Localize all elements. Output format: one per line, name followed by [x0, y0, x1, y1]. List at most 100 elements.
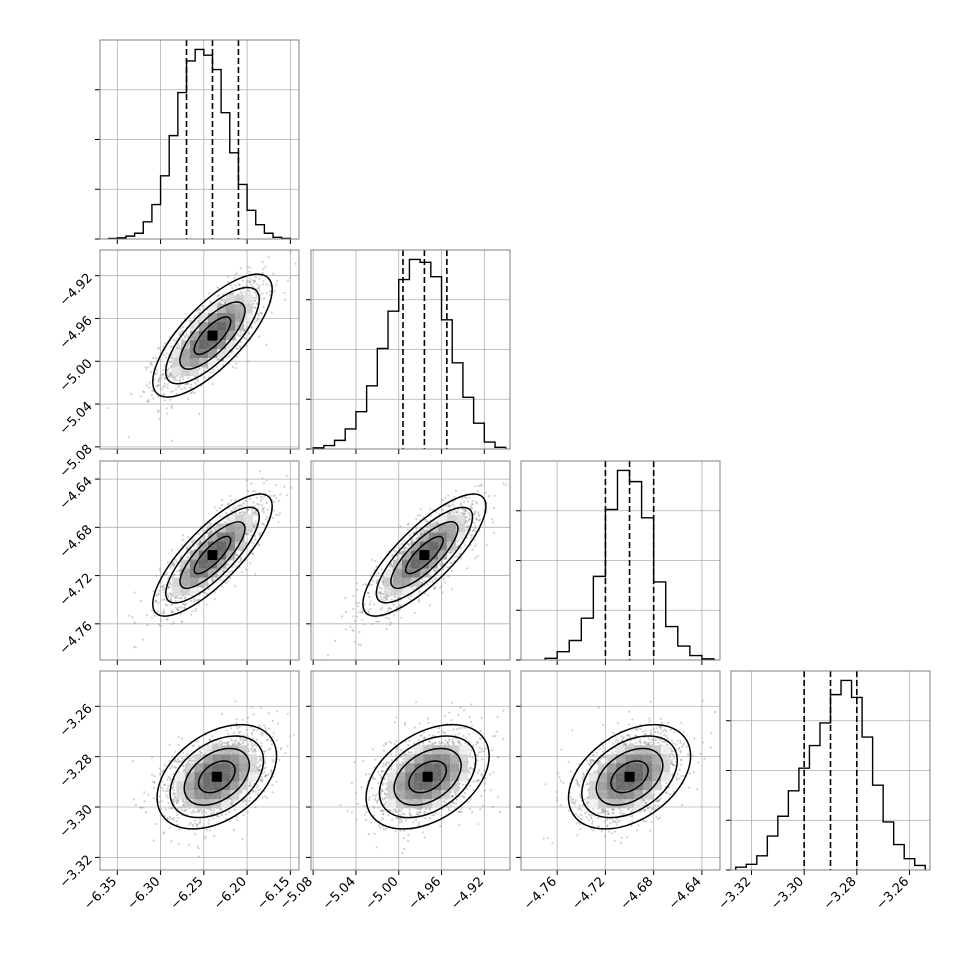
point-2-948 [511, 479, 513, 481]
point-0-254 [273, 290, 275, 292]
point-0-357 [173, 339, 175, 341]
point-0-460 [201, 305, 203, 307]
point-2-407 [418, 590, 420, 592]
point-1-1094 [254, 535, 256, 537]
point-0-1171 [160, 374, 162, 376]
point-1-945 [221, 586, 223, 588]
point-0-580 [217, 295, 219, 297]
point-1-218 [265, 518, 267, 520]
point-0-370 [246, 284, 248, 286]
point-2-1365 [380, 592, 382, 594]
point-1-1309 [223, 569, 225, 571]
point-1-864 [172, 562, 174, 564]
point-1-1046 [198, 533, 200, 535]
point-2-832 [367, 592, 369, 594]
point-0-87 [145, 366, 147, 368]
point-2-1498 [439, 563, 441, 565]
point-2-1424 [473, 529, 475, 531]
point-2-1285 [450, 551, 452, 553]
point-1-1375 [146, 624, 148, 626]
point-1-463 [151, 617, 153, 619]
point-1-204 [228, 503, 230, 505]
point-1-997 [256, 514, 258, 516]
point-0-116 [184, 387, 186, 389]
point-2-1090 [379, 587, 381, 589]
point-2-657 [327, 654, 329, 656]
point-2-200 [409, 534, 411, 536]
point-2-295 [349, 626, 351, 628]
point-1-1136 [183, 607, 185, 609]
point-0-772 [194, 392, 196, 394]
point-1-74 [263, 511, 265, 513]
point-1-1176 [219, 507, 221, 509]
point-0-1337 [205, 367, 207, 369]
point-0-1494 [248, 333, 250, 335]
point-1-1468 [175, 559, 177, 561]
point-2-975 [474, 511, 476, 513]
point-1-1082 [159, 569, 161, 571]
point-2-1296 [383, 596, 385, 598]
point-2-929 [374, 560, 376, 562]
point-1-433 [286, 475, 288, 477]
point-0-669 [246, 280, 248, 282]
point-1-529 [275, 484, 277, 486]
point-0-979 [130, 393, 132, 395]
density-0-4--4 [244, 295, 253, 304]
point-2-1417 [387, 610, 389, 612]
point-1-1255 [169, 583, 171, 585]
density-0-3--3 [235, 304, 244, 313]
point-0-689 [247, 360, 249, 362]
point-2-689 [505, 484, 507, 486]
point-2-1283 [444, 497, 446, 499]
point-0-1221 [262, 268, 264, 270]
point-1-419 [279, 493, 281, 495]
point-0-1353 [236, 334, 238, 336]
point-0-1153 [170, 391, 172, 393]
point-0-639 [287, 279, 289, 281]
point-1-819 [261, 509, 263, 511]
point-2-1150 [463, 501, 465, 503]
point-2-764 [377, 572, 379, 574]
point-2-1335 [433, 569, 435, 571]
point-0-1254 [164, 385, 166, 387]
point-2-308 [407, 597, 409, 599]
point-0-440 [250, 284, 252, 286]
point-1-792 [246, 480, 248, 482]
point-2-138 [357, 605, 359, 607]
point-1-784 [165, 604, 167, 606]
point-1-495 [263, 507, 265, 509]
point-3-26 [176, 820, 178, 822]
point-1-177 [255, 520, 257, 522]
point-3-157 [260, 732, 262, 734]
point-2-999 [466, 529, 468, 531]
point-2-224 [358, 643, 360, 645]
point-2-1494 [425, 530, 427, 532]
point-1-1427 [160, 625, 162, 627]
point-2-1441 [474, 545, 476, 547]
point-0-664 [162, 369, 164, 371]
point-2-1422 [481, 485, 483, 487]
point-1-488 [214, 598, 216, 600]
point-0-893 [254, 241, 256, 243]
point-1-809 [157, 610, 159, 612]
point-2-546 [455, 556, 457, 558]
point-1-1323 [234, 499, 236, 501]
point-2-1474 [477, 555, 479, 557]
point-3-166 [171, 765, 173, 767]
point-0-352 [250, 326, 252, 328]
point-1-1135 [157, 602, 159, 604]
point-0-1474 [149, 381, 151, 383]
point-2-314 [415, 518, 417, 520]
point-2-390 [468, 497, 470, 499]
point-3-7 [147, 794, 149, 796]
point-0-170 [169, 361, 171, 363]
point-2-1320 [460, 504, 462, 506]
point-2-916 [502, 482, 504, 484]
point-3-189 [251, 706, 253, 708]
point-0-1264 [151, 364, 153, 366]
point-2-1263 [356, 582, 358, 584]
point-2-639 [459, 553, 461, 555]
panel-2-content [327, 478, 513, 657]
point-0-963 [236, 348, 238, 350]
point-1-1308 [208, 588, 210, 590]
